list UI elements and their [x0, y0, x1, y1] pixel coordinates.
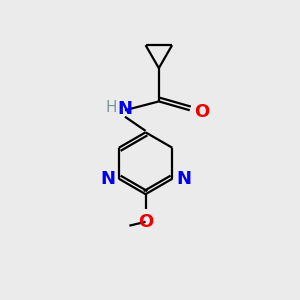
Text: O: O [138, 213, 153, 231]
Text: N: N [176, 170, 191, 188]
Text: H: H [105, 100, 117, 116]
Text: N: N [118, 100, 133, 118]
Text: N: N [100, 170, 115, 188]
Text: O: O [194, 103, 209, 121]
